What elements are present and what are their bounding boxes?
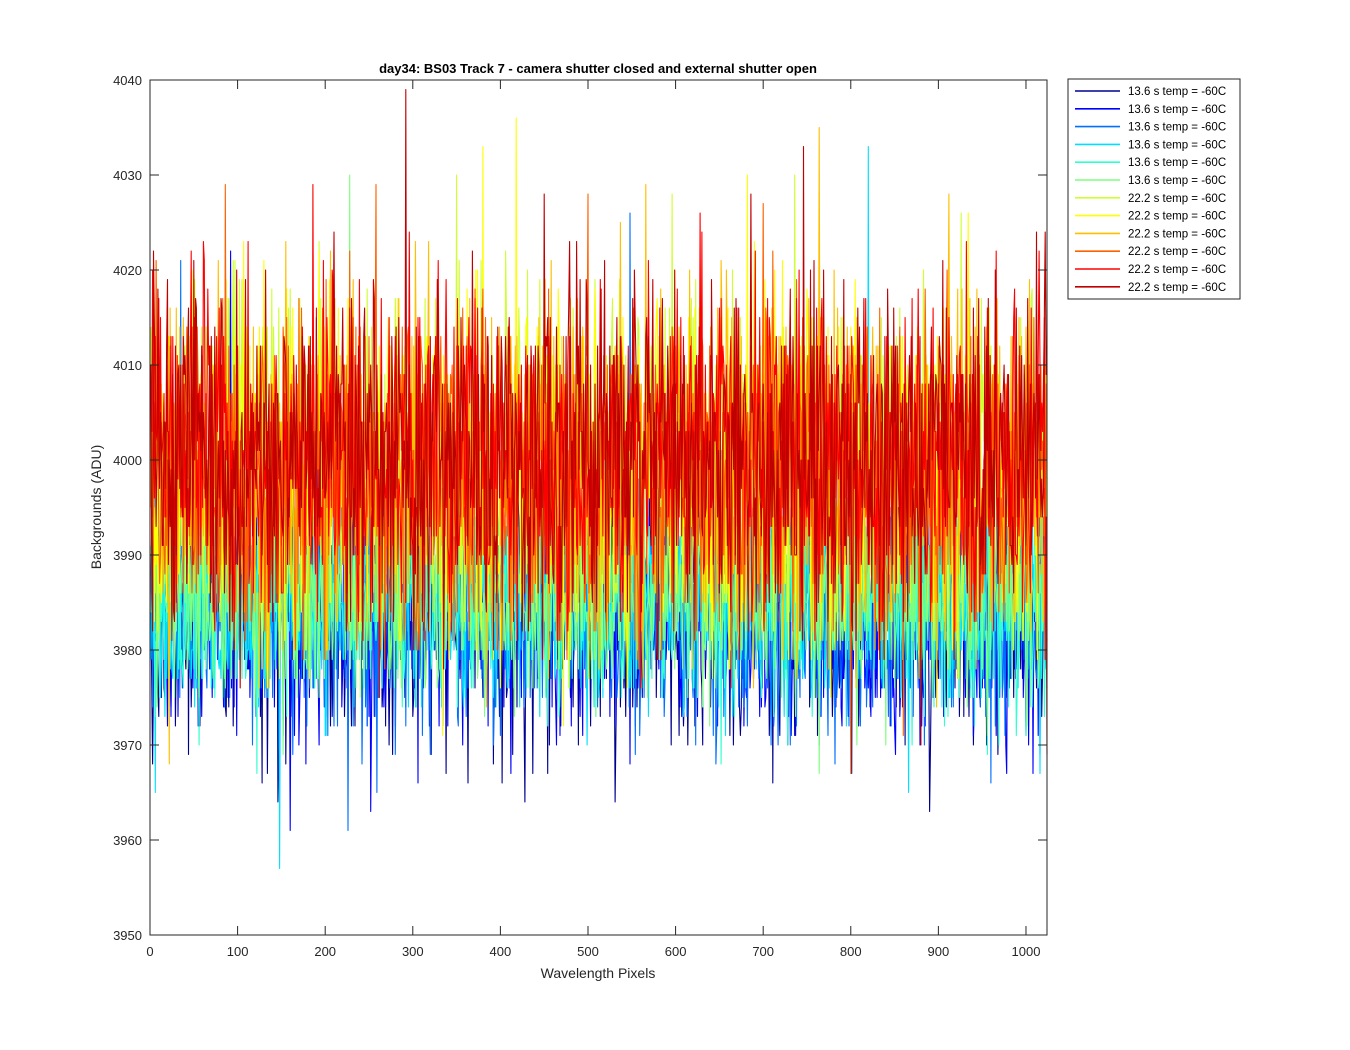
y-tick-label: 4010 <box>113 358 142 373</box>
ticks-layer: 0 100 200 300 400 500 600 700 800 900 1000 3950 3960… <box>113 73 1047 959</box>
legend-entry-5: 13.6 s temp = -60C <box>1128 157 1226 169</box>
x-tick-label: 500 <box>577 944 599 959</box>
legend-entry-12: 22.2 s temp = -60C <box>1128 282 1226 294</box>
y-tick-label: 4040 <box>113 73 142 88</box>
x-tick-label: 900 <box>928 944 950 959</box>
legend-entry-1: 13.6 s temp = -60C <box>1128 86 1226 98</box>
plot-frame <box>149 79 1048 936</box>
y-tick-label: 3990 <box>113 548 142 563</box>
x-tick-label: 800 <box>840 944 862 959</box>
legend-box <box>1067 78 1241 300</box>
y-tick-label: 3950 <box>113 928 142 943</box>
legend-entry-6: 13.6 s temp = -60C <box>1128 175 1226 187</box>
legend-entry-2: 13.6 s temp = -60C <box>1128 104 1226 116</box>
legend-entry-10: 22.2 s temp = -60C <box>1128 246 1226 258</box>
legend-entry-4: 13.6 s temp = -60C <box>1128 139 1226 151</box>
series-line-12 <box>150 88 1048 746</box>
legend-entry-9: 22.2 s temp = -60C <box>1128 228 1226 240</box>
legend: 13.6 s temp = -60C 13.6 s temp = -60C 13.6… <box>1067 78 1241 300</box>
chart-title: day34: BS03 Track 7 - camera shutter clo… <box>379 61 817 76</box>
x-axis-label: Wavelength Pixels <box>541 965 656 981</box>
legend-entry-7: 22.2 s temp = -60C <box>1128 193 1226 205</box>
y-axis-label: Backgrounds (ADU) <box>88 445 104 570</box>
x-tick-label: 700 <box>752 944 774 959</box>
legend-entry-11: 22.2 s temp = -60C <box>1128 264 1226 276</box>
x-tick-label: 1000 <box>1012 944 1041 959</box>
x-tick-label: 100 <box>227 944 249 959</box>
y-tick-label: 3980 <box>113 643 142 658</box>
y-tick-label: 3960 <box>113 833 142 848</box>
x-tick-label: 0 <box>146 944 153 959</box>
x-tick-label: 600 <box>665 944 687 959</box>
y-tick-label: 4020 <box>113 263 142 278</box>
x-tick-label: 300 <box>402 944 424 959</box>
legend-entry-3: 13.6 s temp = -60C <box>1128 122 1226 134</box>
x-tick-label: 400 <box>490 944 512 959</box>
legend-entry-8: 22.2 s temp = -60C <box>1128 211 1226 223</box>
series-layer <box>150 88 1048 870</box>
y-tick-label: 3970 <box>113 738 142 753</box>
x-tick-label: 200 <box>314 944 336 959</box>
y-tick-label: 4030 <box>113 168 142 183</box>
y-tick-label: 4000 <box>113 453 142 468</box>
